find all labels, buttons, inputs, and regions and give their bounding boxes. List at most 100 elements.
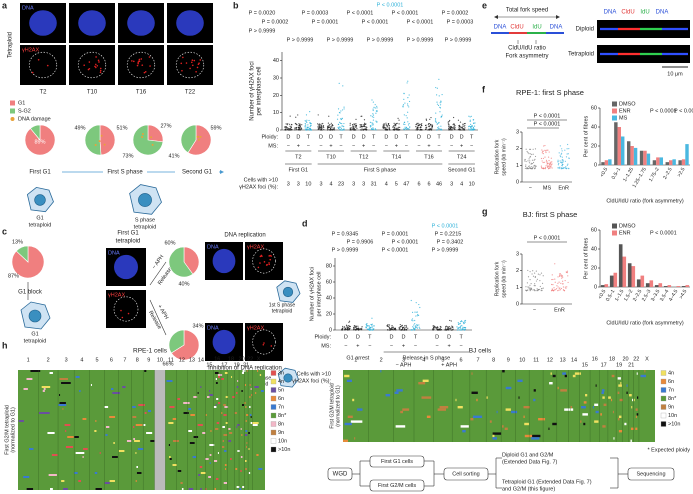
y-tick-label: 40 (591, 246, 597, 252)
heatmap-cell (628, 394, 632, 397)
label: + (297, 143, 300, 149)
heatmap-cell (260, 390, 264, 392)
data-dot (415, 326, 418, 328)
data-dot (560, 287, 563, 290)
heatmap-cell (603, 403, 607, 406)
focus (263, 261, 266, 263)
heatmap-cell (18, 420, 24, 422)
data-dot (337, 126, 339, 128)
data-dot (432, 325, 434, 327)
data-dot (404, 126, 406, 128)
table-value: 46 (436, 181, 442, 187)
heatmap-cell (177, 398, 181, 400)
data-dot (304, 122, 306, 125)
data-dot (432, 326, 435, 328)
value-label: 89% (34, 139, 45, 145)
data-dot (529, 288, 531, 290)
data-dot (462, 328, 464, 330)
label: 4 (422, 357, 425, 363)
data-dot (320, 126, 323, 129)
heatmap-cell (352, 398, 355, 402)
legend-label: 8n (278, 421, 284, 427)
data-dot (371, 116, 373, 118)
heatmap-cell (150, 440, 155, 442)
data-dot (424, 128, 427, 131)
data-dot (448, 327, 450, 330)
data-dot (286, 129, 288, 131)
y-tick-label: 0 (329, 327, 332, 333)
data-dot (307, 128, 309, 130)
data-dot (469, 126, 472, 128)
label: 21 (628, 362, 634, 368)
focus (191, 59, 194, 61)
data-dot (429, 118, 431, 120)
data-dot (530, 166, 532, 168)
label: + (448, 343, 451, 349)
focus (137, 61, 140, 63)
label: tetraploid (29, 222, 52, 228)
data-dot (361, 129, 363, 131)
p-value: P < 0.0001 (392, 239, 419, 245)
data-dot (416, 327, 419, 329)
label: 14 (198, 357, 204, 363)
x-tick-label: EnR (558, 185, 569, 191)
focus (268, 255, 270, 257)
heatmap-cell (225, 468, 227, 470)
data-dot (561, 163, 564, 165)
data-dot (434, 327, 436, 329)
data-dot (339, 122, 342, 124)
heatmap-cell (109, 448, 113, 450)
data-dot (404, 128, 406, 130)
data-dot (371, 323, 373, 325)
data-dot (405, 324, 407, 327)
data-dot (371, 124, 373, 126)
focus (46, 64, 49, 67)
label: 15 (206, 362, 212, 368)
p-value: P < 0.0001 (534, 235, 561, 241)
data-dot (284, 128, 286, 130)
damage-dot (94, 144, 97, 147)
heatmap-cell (51, 454, 58, 456)
data-dot (388, 326, 391, 328)
p-value: P = 0.0001 (312, 19, 339, 25)
y-tick-label: 3 (516, 129, 519, 135)
heatmap-cell (242, 486, 245, 488)
data-dot (527, 152, 529, 154)
heatmap-cell (241, 390, 243, 392)
data-dot (399, 129, 401, 131)
heatmap-cell (395, 425, 406, 428)
data-dot (339, 118, 342, 120)
data-dot (470, 127, 472, 129)
data-dot (332, 128, 334, 130)
heatmap-cell (181, 488, 184, 490)
data-dot (568, 168, 570, 170)
data-dot (551, 278, 553, 281)
heatmap-cell (209, 444, 215, 446)
data-dot (290, 127, 292, 129)
data-dot (433, 328, 435, 330)
heatmap-cell (249, 396, 251, 398)
bar (654, 285, 659, 287)
data-dot (554, 263, 556, 265)
label: − APH (151, 254, 165, 270)
data-dot (392, 328, 394, 331)
panel-label: f (482, 84, 486, 94)
data-dot (367, 325, 369, 327)
data-dot (558, 289, 560, 291)
heatmap-cell (42, 390, 45, 392)
p-value: P = 0.0003 (447, 19, 474, 25)
heatmap-cell (214, 372, 219, 374)
data-dot (526, 150, 528, 153)
data-dot (548, 160, 550, 162)
label: D (460, 134, 464, 140)
data-dot (561, 150, 563, 152)
heatmap-cell (380, 370, 382, 373)
heatmap-cell (215, 382, 218, 384)
data-dot (372, 109, 374, 112)
data-dot (372, 124, 374, 126)
data-dot (398, 119, 400, 121)
heatmap-cell (617, 377, 621, 380)
data-dot (412, 327, 415, 329)
label: Ploidy: (261, 134, 278, 140)
heatmap-cell (511, 410, 518, 414)
